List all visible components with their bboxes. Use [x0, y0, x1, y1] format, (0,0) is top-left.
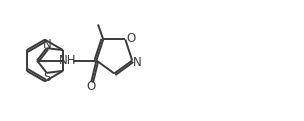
Text: NH: NH — [59, 54, 76, 67]
Text: O: O — [126, 31, 135, 45]
Text: N: N — [133, 56, 142, 69]
Text: N: N — [43, 38, 52, 51]
Text: O: O — [86, 80, 95, 93]
Text: S: S — [43, 71, 51, 84]
